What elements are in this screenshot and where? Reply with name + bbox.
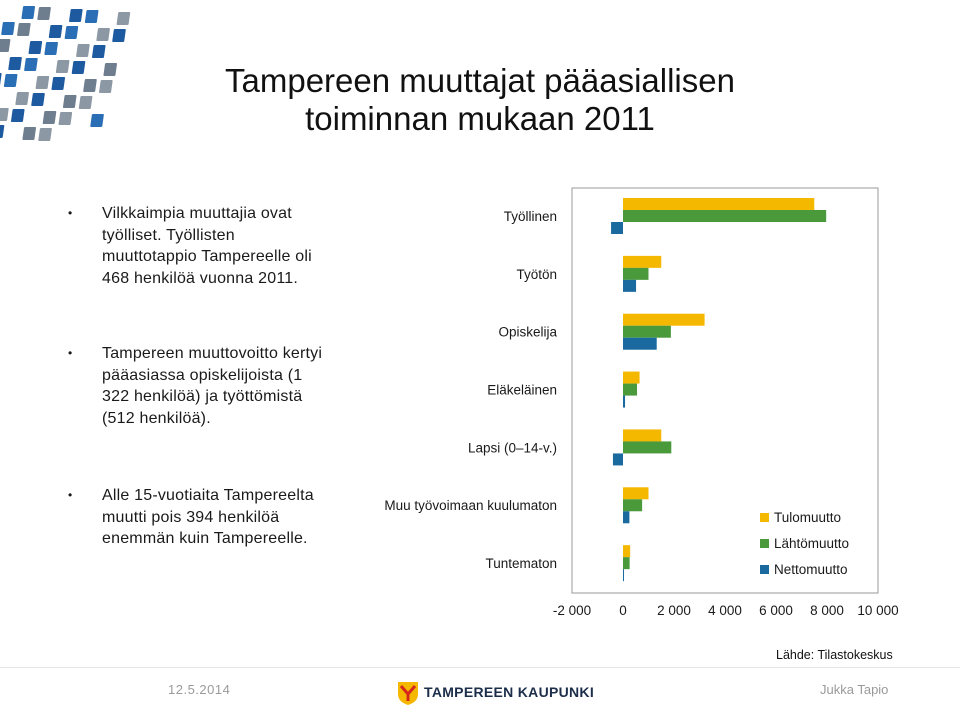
- logo-tile: [31, 93, 45, 106]
- logo-tile: [3, 74, 18, 87]
- logo-tile: [38, 128, 52, 141]
- bullet-dot-icon: •: [68, 488, 73, 502]
- category-label: Eläkeläinen: [487, 383, 557, 398]
- logo-tile: [0, 39, 11, 52]
- category-label: Muu työvoimaan kuulumaton: [384, 498, 557, 513]
- decorative-logo-pattern: [0, 6, 131, 141]
- bullet-text: Tampereen muuttovoitto kertyi pääasiassa…: [102, 345, 323, 427]
- page-title: Tampereen muuttajat pääasiallisen toimin…: [225, 62, 735, 137]
- bar-lähtömuutto-2: [623, 325, 671, 338]
- x-tick-label: 8 000: [810, 603, 844, 618]
- logo-tile: [99, 80, 113, 93]
- bar-lähtömuutto-4: [623, 441, 672, 454]
- logo-tile: [1, 22, 15, 35]
- logo-tile: [15, 92, 29, 105]
- bar-nettomuutto-4: [612, 453, 623, 466]
- logo-tile: [28, 41, 43, 54]
- bar-lähtömuutto-1: [623, 267, 649, 280]
- logo-tile: [55, 60, 70, 73]
- bar-nettomuutto-5: [623, 511, 630, 524]
- logo-tile: [83, 79, 97, 92]
- bar-nettomuutto-6: [623, 569, 624, 582]
- logo-tile: [24, 58, 38, 71]
- legend-swatch: [760, 513, 769, 522]
- bar-nettomuutto-1: [623, 279, 637, 292]
- bullet-dot-icon: •: [68, 346, 73, 360]
- category-label: Opiskelija: [498, 325, 557, 340]
- source-note: Lähde: Tilastokeskus: [776, 648, 893, 662]
- logo-tile: [10, 109, 25, 122]
- logo-tile: [35, 76, 50, 89]
- logo-tile: [76, 44, 90, 57]
- x-tick-label: 4 000: [708, 603, 742, 618]
- logo-tile: [116, 12, 131, 25]
- footer-date: 12.5.2014: [168, 682, 231, 697]
- city-crest-icon: [398, 682, 418, 705]
- logo-tile: [62, 95, 77, 108]
- logo-tile: [91, 45, 106, 58]
- bar-tulomuutto-1: [623, 255, 662, 268]
- bar-tulomuutto-2: [623, 313, 705, 326]
- footer-author: Jukka Tapio: [820, 682, 889, 697]
- category-label: Lapsi (0–14-v.): [468, 440, 557, 455]
- plot-frame: [571, 187, 879, 594]
- bullet-text: Alle 15-vuotiaita Tampereelta muutti poi…: [102, 487, 314, 547]
- logo-tile: [69, 9, 83, 22]
- bar-lähtömuutto-5: [623, 499, 643, 512]
- logo-tile: [51, 77, 66, 90]
- x-tick-label: -2 000: [553, 603, 591, 618]
- footer-divider: [0, 667, 960, 668]
- x-tick-label: 6 000: [759, 603, 793, 618]
- logo-tile: [58, 112, 73, 125]
- logo-tile: [84, 10, 99, 23]
- category-label: Työtön: [516, 267, 557, 282]
- bar-lähtömuutto-0: [623, 210, 827, 222]
- category-label: Työllinen: [504, 209, 557, 224]
- migration-bar-chart: Työllinen Työtön Opiskelija Eläkeläinen Laps…: [384, 187, 899, 618]
- logo-tile: [90, 114, 104, 127]
- logo-tile: [64, 26, 79, 39]
- category-label: Tuntematon: [485, 556, 557, 571]
- logo-tile: [42, 111, 57, 124]
- bullet-dot-icon: •: [68, 206, 73, 220]
- x-tick-label: 10 000: [857, 603, 898, 618]
- legend-label: Nettomuutto: [774, 562, 848, 577]
- logo-tile: [37, 7, 51, 20]
- logo-tile: [103, 63, 118, 76]
- legend-label: Lähtömuutto: [774, 536, 849, 551]
- logo-tile: [78, 96, 93, 109]
- legend-swatch: [760, 565, 769, 574]
- logo-tile: [71, 61, 86, 74]
- legend-swatch: [760, 539, 769, 548]
- legend-label: Tulomuutto: [774, 510, 841, 525]
- logo-tile: [8, 57, 22, 70]
- bar-nettomuutto-2: [623, 337, 657, 350]
- bar-tulomuutto-6: [623, 545, 631, 558]
- logo-tile: [17, 23, 31, 36]
- city-brand-name: TAMPEREEN KAUPUNKI: [424, 684, 595, 700]
- bullet-text: Vilkkaimpia muuttajia ovat työlliset. Ty…: [102, 205, 312, 287]
- city-brand: TAMPEREEN KAUPUNKI: [396, 680, 594, 706]
- bar-tulomuutto-3: [623, 371, 640, 384]
- bar-tulomuutto-0: [623, 198, 815, 210]
- bar-tulomuutto-4: [623, 429, 662, 442]
- bar-lähtömuutto-6: [623, 557, 630, 570]
- logo-tile: [22, 127, 37, 140]
- bar-nettomuutto-0: [611, 222, 623, 234]
- logo-tile: [96, 28, 110, 41]
- bar-nettomuutto-3: [623, 395, 626, 408]
- logo-tile: [0, 125, 5, 138]
- logo-tile: [0, 108, 9, 121]
- logo-tile: [112, 29, 126, 42]
- logo-tile: [44, 42, 58, 55]
- logo-tile: [48, 25, 63, 38]
- x-tick-label: 0: [619, 603, 627, 618]
- bar-tulomuutto-5: [623, 487, 649, 500]
- bar-lähtömuutto-3: [623, 383, 638, 396]
- x-tick-label: 2 000: [657, 603, 691, 618]
- logo-tile: [21, 6, 36, 19]
